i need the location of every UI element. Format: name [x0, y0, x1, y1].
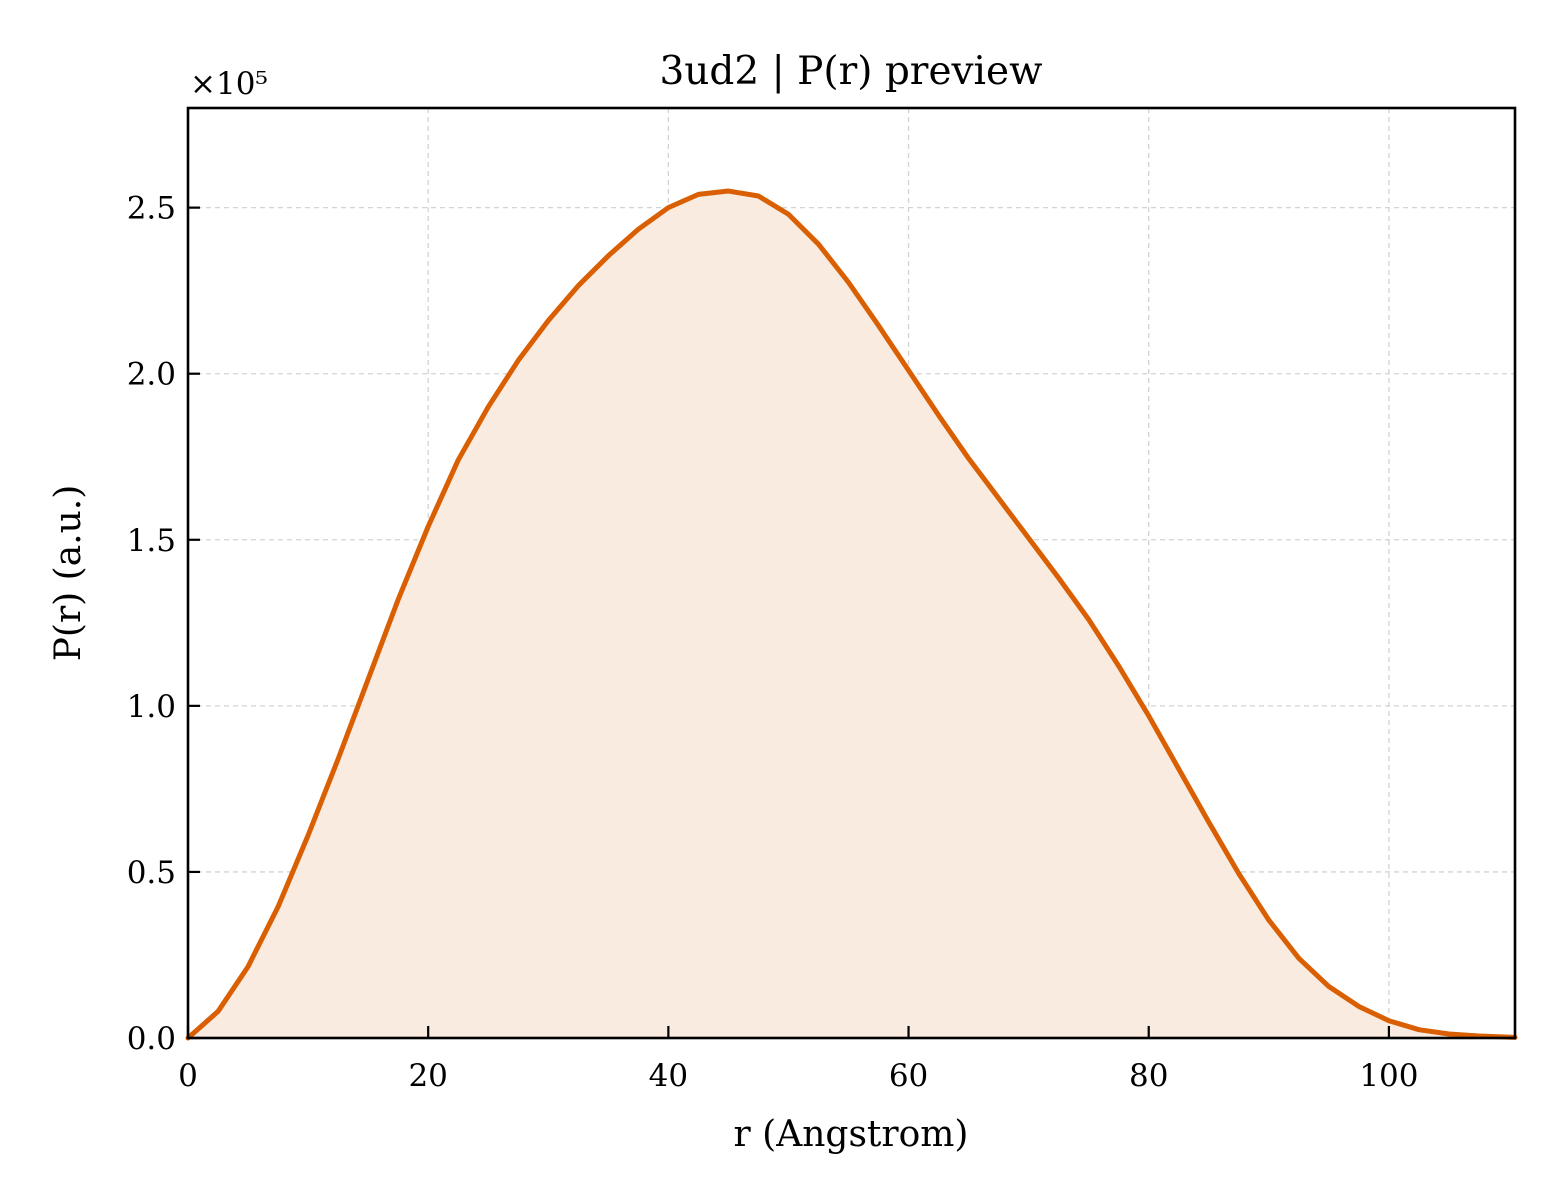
x-tick-label: 100	[1359, 1058, 1418, 1094]
x-tick-label: 0	[178, 1058, 198, 1094]
x-tick-label: 40	[649, 1058, 688, 1094]
chart-title: 3ud2 | P(r) preview	[659, 49, 1042, 94]
plot-frame	[186, 106, 1517, 1040]
y-tick-labels: 0.0 0.5 1.0 1.5 2.0 2.5	[127, 191, 176, 1057]
y-tick-label: 0.0	[127, 1021, 176, 1057]
y-tick-label: 1.5	[127, 523, 176, 559]
pr-area-fill	[188, 191, 1515, 1039]
x-tick-label: 60	[889, 1058, 928, 1094]
y-offset-label: ×10⁵	[190, 66, 268, 102]
y-tick-label: 2.5	[127, 191, 176, 227]
x-tick-label: 80	[1129, 1058, 1168, 1094]
x-axis-title: r (Angstrom)	[734, 1114, 969, 1155]
x-tick-labels: 0 20 40 60 80 100	[178, 1058, 1418, 1094]
pr-series-line	[185, 188, 1518, 1041]
x-tick-label: 20	[408, 1058, 447, 1094]
y-tick-label: 2.0	[127, 357, 176, 393]
y-axis-title: P(r) (a.u.)	[48, 485, 89, 662]
y-tick-label: 0.5	[127, 855, 176, 891]
y-tick-label: 1.0	[127, 689, 176, 725]
